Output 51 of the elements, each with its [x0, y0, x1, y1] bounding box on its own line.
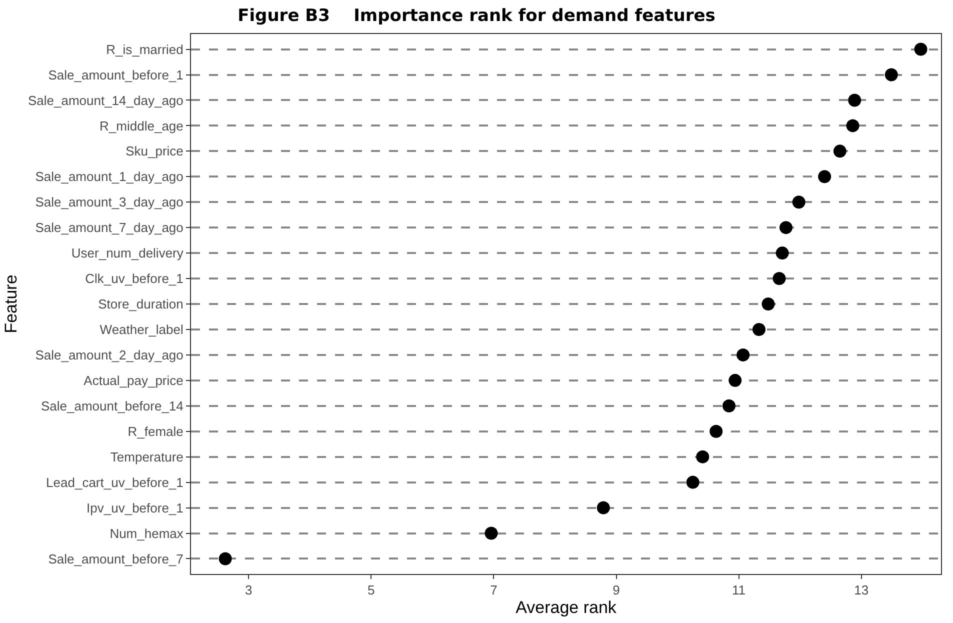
- point: [776, 246, 789, 260]
- point: [722, 399, 736, 412]
- y-axis-title: Feature: [2, 274, 21, 334]
- point: [818, 170, 832, 184]
- y-tick-label: User_num_delivery: [71, 246, 184, 261]
- x-axis-title: Average rank: [516, 598, 617, 617]
- chart-title: Figure B3 Importance rank for demand features: [238, 6, 716, 26]
- y-tick-label: Lead_cart_uv_before_1: [46, 474, 184, 490]
- y-tick-label: Weather_label: [100, 322, 184, 338]
- point: [218, 552, 232, 566]
- y-tick-label: Sku_price: [126, 144, 184, 159]
- point: [484, 526, 498, 540]
- point: [779, 221, 792, 234]
- y-tick-label: Sale_amount_7_day_ago: [35, 220, 184, 236]
- y-tick-label: Sale_amount_before_1: [48, 67, 184, 82]
- x-tick-label: 3: [244, 582, 252, 598]
- y-tick-label: Sale_amount_1_day_ago: [35, 169, 184, 184]
- point: [772, 272, 786, 286]
- point: [710, 424, 723, 438]
- point: [833, 144, 846, 158]
- x-tick-label: 9: [612, 582, 620, 598]
- point: [686, 476, 700, 489]
- point: [728, 374, 742, 387]
- x-tick-label: 7: [490, 582, 498, 598]
- y-tick-label: Sale_amount_14_day_ago: [28, 92, 184, 108]
- point: [696, 450, 710, 464]
- x-tick-label: 5: [368, 582, 375, 598]
- y-tick-label: Store_duration: [98, 296, 184, 312]
- x-tick-label: 11: [732, 582, 746, 598]
- point: [792, 196, 806, 209]
- y-tick-label: Num_hemax: [110, 526, 184, 541]
- y-tick-label: Sale_amount_3_day_ago: [35, 194, 184, 210]
- y-tick-label: Temperature: [110, 449, 184, 464]
- point: [752, 322, 766, 336]
- y-tick-label: Clk_uv_before_1: [85, 271, 184, 286]
- y-tick-label: R_middle_age: [100, 118, 184, 134]
- point: [848, 94, 862, 107]
- point: [736, 348, 750, 362]
- point: [884, 68, 898, 82]
- x-tick-label: 13: [854, 582, 869, 598]
- y-tick-label: R_is_married: [106, 42, 184, 57]
- y-tick-label: R_female: [128, 424, 184, 439]
- y-tick-label: Sale_amount_2_day_ago: [35, 347, 184, 362]
- point: [914, 42, 928, 56]
- point: [762, 298, 775, 310]
- y-tick-label: Actual_pay_price: [84, 372, 184, 388]
- y-tick-label: Ipv_uv_before_1: [86, 500, 184, 516]
- point: [846, 119, 860, 132]
- y-tick-label: Sale_amount_before_7: [48, 551, 184, 566]
- point: [596, 501, 610, 514]
- y-tick-label: Sale_amount_before_14: [41, 398, 184, 414]
